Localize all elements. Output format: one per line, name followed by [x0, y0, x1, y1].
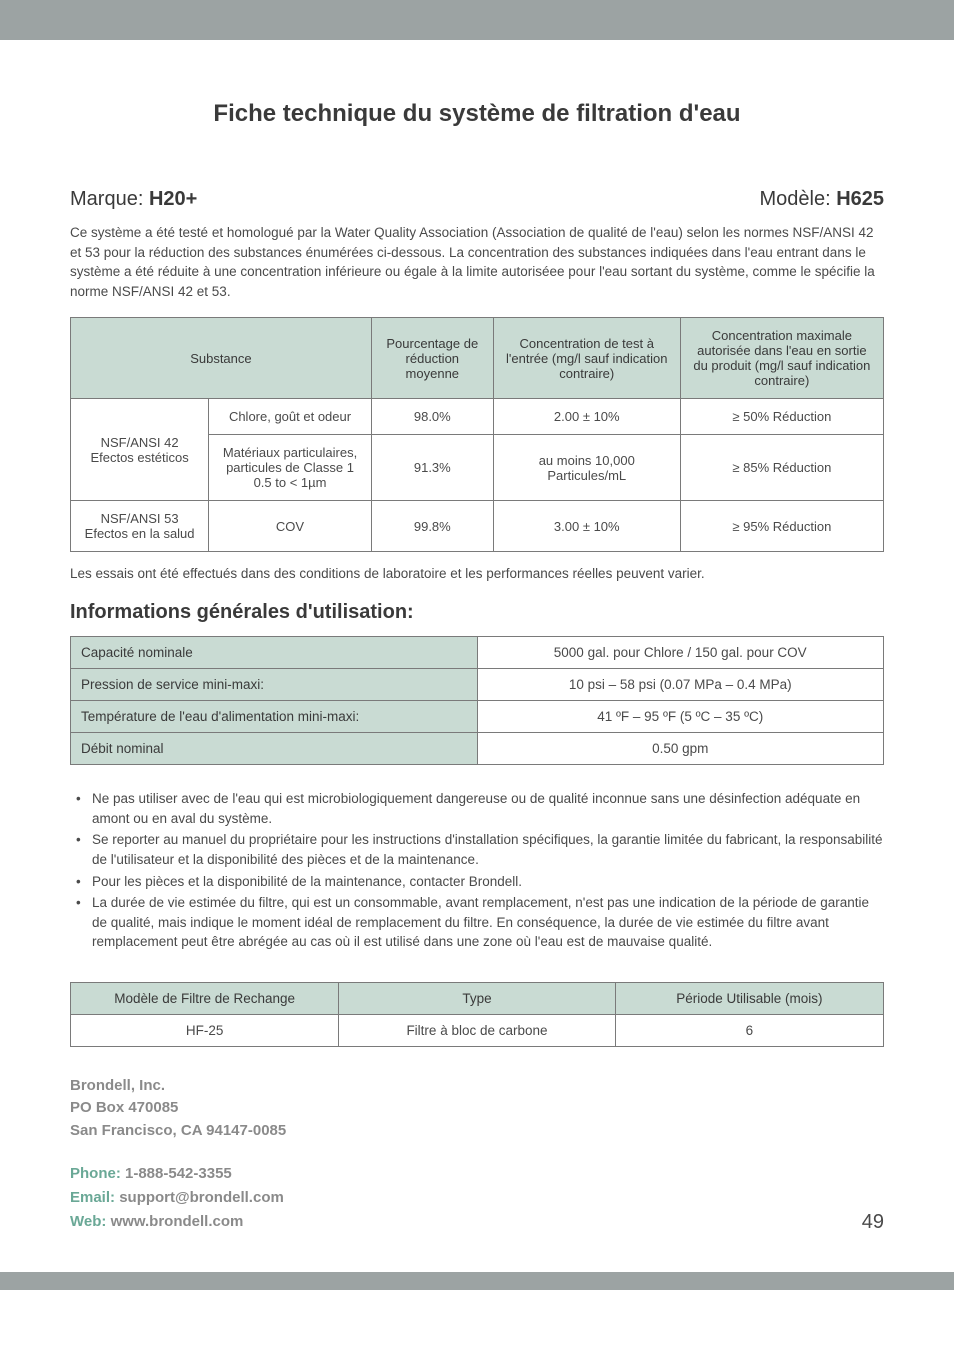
bottom-bar — [0, 1272, 954, 1290]
table-row: Capacité nominale 5000 gal. pour Chlore … — [71, 637, 884, 669]
t3-r1-c3: 6 — [615, 1014, 883, 1046]
model-label: Modèle: — [759, 188, 836, 210]
list-item: Se reporter au manuel du propriétaire po… — [70, 830, 884, 869]
t3-r1-c2: Filtre à bloc de carbone — [339, 1014, 615, 1046]
table-row: NSF/ANSI 42 Efectos estéticos Chlore, go… — [71, 399, 884, 435]
table-header-row: Modèle de Filtre de Rechange Type Périod… — [71, 982, 884, 1014]
r1-sub: Chlore, goût et odeur — [209, 399, 372, 435]
group2-std: NSF/ANSI 53 — [79, 511, 200, 526]
table-row: Pression de service mini-maxi: 10 psi – … — [71, 669, 884, 701]
r3-sub: COV — [209, 501, 372, 552]
lab-note: Les essais ont été effectués dans des co… — [70, 566, 884, 581]
list-item: La durée de vie estimée du filtre, qui e… — [70, 893, 884, 952]
list-item: Pour les pièces et la disponibilité de l… — [70, 872, 884, 892]
t2-r3-val: 41 ºF – 95 ºF (5 ºC – 35 ºC) — [477, 701, 884, 733]
list-item: Ne pas utiliser avec de l'eau qui est mi… — [70, 789, 884, 828]
email-line: Email: support@brondell.com — [70, 1186, 284, 1210]
table-row: Température de l'eau d'alimentation mini… — [71, 701, 884, 733]
th-influent: Concentration de test à l'entrée (mg/l s… — [493, 318, 680, 399]
t2-r1-lbl: Capacité nominale — [71, 637, 478, 669]
r1-pct: 98.0% — [371, 399, 493, 435]
t2-r4-val: 0.50 gpm — [477, 733, 884, 765]
model-value: H625 — [836, 188, 884, 210]
r2-inf: au moins 10,000 Particules/mL — [493, 435, 680, 501]
web-line: Web: www.brondell.com — [70, 1210, 284, 1234]
page-title: Fiche technique du système de filtration… — [70, 100, 884, 128]
usage-heading: Informations générales d'utilisation: — [70, 601, 884, 624]
intro-paragraph: Ce système a été testé et homologué par … — [70, 223, 884, 301]
r2-eff: ≥ 85% Réduction — [680, 435, 883, 501]
contact-block: Phone: 1-888-542-3355 Email: support@bro… — [70, 1162, 284, 1234]
t3-r1-c1: HF-25 — [71, 1014, 339, 1046]
r1-inf: 2.00 ± 10% — [493, 399, 680, 435]
t2-r1-val: 5000 gal. pour Chlore / 150 gal. pour CO… — [477, 637, 884, 669]
table-row: NSF/ANSI 53 Efectos en la salud COV 99.8… — [71, 501, 884, 552]
model: Modèle: H625 — [759, 188, 884, 211]
th-pct: Pourcentage de réduction moyenne — [371, 318, 493, 399]
brand: Marque: H20+ — [70, 188, 197, 211]
r3-eff: ≥ 95% Réduction — [680, 501, 883, 552]
footer-row: Phone: 1-888-542-3355 Email: support@bro… — [70, 1142, 884, 1234]
t2-r2-lbl: Pression de service mini-maxi: — [71, 669, 478, 701]
email-label: Email: — [70, 1189, 119, 1206]
r2-sub: Matériaux particulaires, particules de C… — [209, 435, 372, 501]
group2-cell: NSF/ANSI 53 Efectos en la salud — [71, 501, 209, 552]
company-address: Brondell, Inc. PO Box 470085 San Francis… — [70, 1075, 884, 1143]
r1-eff: ≥ 50% Réduction — [680, 399, 883, 435]
brand-model-row: Marque: H20+ Modèle: H625 — [70, 188, 884, 211]
r3-inf: 3.00 ± 10% — [493, 501, 680, 552]
brand-label: Marque: — [70, 188, 149, 210]
usage-table: Capacité nominale 5000 gal. pour Chlore … — [70, 636, 884, 765]
page-content: Fiche technique du système de filtration… — [0, 40, 954, 1264]
t3-h3: Période Utilisable (mois) — [615, 982, 883, 1014]
filter-table: Modèle de Filtre de Rechange Type Périod… — [70, 982, 884, 1047]
phone-value: 1-888-542-3355 — [125, 1165, 232, 1182]
company-line: San Francisco, CA 94147-0085 — [70, 1120, 884, 1143]
phone-line: Phone: 1-888-542-3355 — [70, 1162, 284, 1186]
t2-r2-val: 10 psi – 58 psi (0.07 MPa – 0.4 MPa) — [477, 669, 884, 701]
table-row: HF-25 Filtre à bloc de carbone 6 — [71, 1014, 884, 1046]
phone-label: Phone: — [70, 1165, 125, 1182]
group1-cell: NSF/ANSI 42 Efectos estéticos — [71, 399, 209, 501]
brand-value: H20+ — [149, 188, 197, 210]
t3-h1: Modèle de Filtre de Rechange — [71, 982, 339, 1014]
r3-pct: 99.8% — [371, 501, 493, 552]
company-line: Brondell, Inc. — [70, 1075, 884, 1098]
t3-h2: Type — [339, 982, 615, 1014]
group1-std: NSF/ANSI 42 — [79, 435, 200, 450]
web-label: Web: — [70, 1213, 111, 1230]
table-header-row: Substance Pourcentage de réduction moyen… — [71, 318, 884, 399]
web-value: www.brondell.com — [111, 1213, 244, 1230]
notes-list: Ne pas utiliser avec de l'eau qui est mi… — [70, 789, 884, 952]
group1-cat: Efectos estéticos — [79, 450, 200, 465]
company-line: PO Box 470085 — [70, 1097, 884, 1120]
email-value: support@brondell.com — [119, 1189, 284, 1206]
th-substance: Substance — [71, 318, 372, 399]
page-number: 49 — [862, 1211, 884, 1234]
substance-table: Substance Pourcentage de réduction moyen… — [70, 317, 884, 552]
r2-pct: 91.3% — [371, 435, 493, 501]
group2-cat: Efectos en la salud — [79, 526, 200, 541]
table-row: Débit nominal 0.50 gpm — [71, 733, 884, 765]
t2-r4-lbl: Débit nominal — [71, 733, 478, 765]
th-effluent: Concentration maximale autorisée dans l'… — [680, 318, 883, 399]
top-bar — [0, 0, 954, 40]
t2-r3-lbl: Température de l'eau d'alimentation mini… — [71, 701, 478, 733]
